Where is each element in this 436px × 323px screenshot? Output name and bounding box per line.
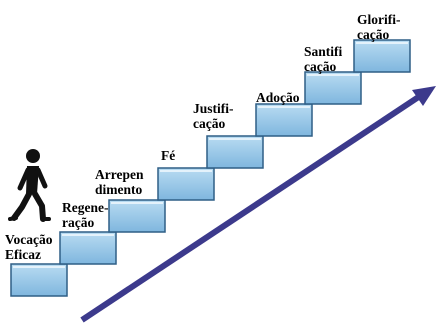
stair-step <box>108 199 166 233</box>
step-label-line: Justifi- <box>193 101 234 116</box>
stair-step <box>304 71 362 105</box>
step-label-adocao: Adoção <box>256 90 300 105</box>
stair-step <box>59 231 117 265</box>
step-label-line: ração <box>62 215 95 230</box>
stair-step <box>353 39 411 73</box>
step-label-line: cação <box>304 59 337 74</box>
step-label-justificacao: Justifi- cação <box>193 101 234 131</box>
step-label-line: Glorifi- <box>357 12 401 27</box>
step-label-regeneracao: Regene- ração <box>62 200 108 230</box>
step-label-line: Eficaz <box>5 247 41 262</box>
step-label-line: Vocação <box>5 232 53 247</box>
step-label-line: Adoção <box>256 90 300 105</box>
stair-step <box>157 167 215 201</box>
stair-step <box>255 103 313 137</box>
step-label-line: cação <box>357 27 390 42</box>
stair-step <box>10 263 68 297</box>
step-label-line: dimento <box>95 182 143 197</box>
stair-step-block <box>59 231 117 265</box>
step-label-arrependimento: Arrepen dimento <box>95 167 144 197</box>
step-label-glorificacao: Glorifi- cação <box>357 12 401 42</box>
stair-step-block <box>304 71 362 105</box>
step-label-vocacao-eficaz: Vocação Eficaz <box>5 232 53 262</box>
step-label-line: cação <box>193 116 226 131</box>
diagonal-arrow-icon <box>80 86 436 323</box>
step-label-line: Santifi <box>304 44 343 59</box>
stair-step <box>206 135 264 169</box>
stair-step-block <box>206 135 264 169</box>
step-label-line: Arrepen <box>95 167 144 182</box>
stair-step-block <box>353 39 411 73</box>
step-label-fe: Fé <box>161 148 175 163</box>
arrow-shaft <box>80 93 422 323</box>
step-label-line: Fé <box>161 148 176 163</box>
step-label-line: Regene- <box>62 200 109 215</box>
stairs <box>10 39 411 297</box>
stair-step-block <box>255 103 313 137</box>
stair-step-block <box>108 199 166 233</box>
stair-step-block <box>157 167 215 201</box>
walking-person-icon <box>8 149 51 222</box>
stair-step-block <box>10 263 68 297</box>
arrow-head <box>412 86 436 106</box>
step-label-santificacao: Santifi cação <box>304 44 342 74</box>
